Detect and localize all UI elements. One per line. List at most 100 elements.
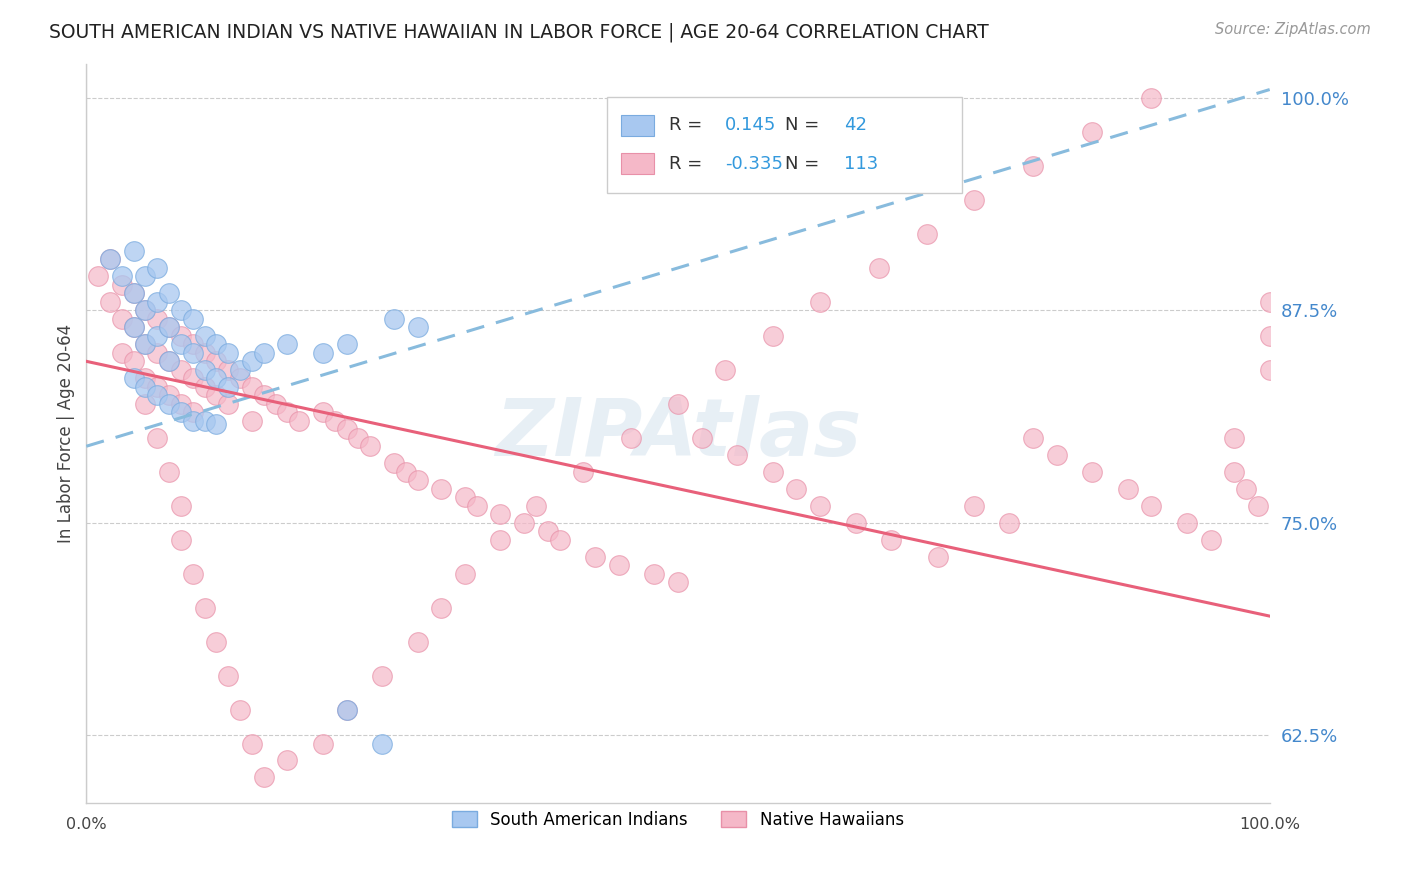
- Point: [170, 329, 193, 343]
- Point: [643, 566, 665, 581]
- Point: [998, 516, 1021, 530]
- Point: [205, 634, 228, 648]
- Point: [170, 405, 193, 419]
- Point: [229, 702, 252, 716]
- Point: [537, 524, 560, 538]
- Text: 42: 42: [844, 116, 866, 135]
- Text: -0.335: -0.335: [725, 155, 783, 173]
- Point: [1140, 499, 1163, 513]
- Point: [1258, 363, 1281, 377]
- Text: N =: N =: [785, 155, 824, 173]
- Point: [240, 414, 263, 428]
- Text: ZIPAtlas: ZIPAtlas: [495, 394, 860, 473]
- Point: [181, 405, 204, 419]
- Point: [336, 702, 359, 716]
- Point: [1223, 465, 1246, 479]
- Text: 113: 113: [844, 155, 877, 173]
- Point: [240, 380, 263, 394]
- Point: [607, 558, 630, 573]
- Point: [205, 417, 228, 432]
- Point: [146, 431, 169, 445]
- Bar: [621, 115, 654, 136]
- Point: [690, 431, 713, 445]
- Point: [323, 414, 346, 428]
- Point: [336, 337, 359, 351]
- Point: [205, 337, 228, 351]
- Point: [276, 337, 298, 351]
- Point: [194, 380, 217, 394]
- Point: [157, 465, 180, 479]
- Point: [146, 329, 169, 343]
- Point: [1258, 294, 1281, 309]
- Point: [583, 549, 606, 564]
- Point: [371, 737, 394, 751]
- Point: [714, 363, 737, 377]
- Point: [347, 431, 370, 445]
- Point: [253, 771, 276, 785]
- Point: [1081, 125, 1104, 139]
- Point: [122, 371, 145, 385]
- Point: [181, 371, 204, 385]
- FancyBboxPatch shape: [607, 97, 962, 194]
- Point: [122, 244, 145, 258]
- Point: [382, 311, 405, 326]
- Point: [406, 473, 429, 487]
- Point: [194, 363, 217, 377]
- Point: [927, 549, 949, 564]
- Point: [963, 193, 986, 207]
- Point: [1046, 448, 1069, 462]
- Point: [217, 397, 239, 411]
- Point: [240, 354, 263, 368]
- Point: [146, 346, 169, 360]
- Point: [122, 354, 145, 368]
- Point: [666, 575, 689, 590]
- Point: [808, 294, 831, 309]
- Point: [1175, 516, 1198, 530]
- Point: [134, 303, 156, 318]
- Point: [1022, 431, 1045, 445]
- Point: [146, 388, 169, 402]
- Y-axis label: In Labor Force | Age 20-64: In Labor Force | Age 20-64: [58, 324, 75, 543]
- Point: [762, 329, 785, 343]
- Point: [170, 499, 193, 513]
- Text: 0.145: 0.145: [725, 116, 776, 135]
- Point: [430, 482, 453, 496]
- Point: [406, 634, 429, 648]
- Point: [122, 320, 145, 334]
- Point: [371, 668, 394, 682]
- Text: SOUTH AMERICAN INDIAN VS NATIVE HAWAIIAN IN LABOR FORCE | AGE 20-64 CORRELATION : SOUTH AMERICAN INDIAN VS NATIVE HAWAIIAN…: [49, 22, 988, 42]
- Point: [1081, 465, 1104, 479]
- Point: [87, 269, 110, 284]
- Point: [524, 499, 547, 513]
- Point: [205, 371, 228, 385]
- Point: [454, 490, 477, 504]
- Point: [134, 380, 156, 394]
- Point: [808, 499, 831, 513]
- Point: [111, 277, 134, 292]
- Point: [134, 337, 156, 351]
- Point: [229, 371, 252, 385]
- Point: [157, 320, 180, 334]
- Point: [465, 499, 488, 513]
- Point: [181, 311, 204, 326]
- Point: [1022, 159, 1045, 173]
- Point: [336, 702, 359, 716]
- Point: [157, 397, 180, 411]
- Legend: South American Indians, Native Hawaiians: South American Indians, Native Hawaiians: [446, 804, 911, 835]
- Point: [489, 533, 512, 547]
- Point: [725, 448, 748, 462]
- Point: [240, 737, 263, 751]
- Point: [111, 311, 134, 326]
- Point: [336, 422, 359, 436]
- Point: [288, 414, 311, 428]
- Point: [122, 286, 145, 301]
- Point: [134, 269, 156, 284]
- Point: [1247, 499, 1270, 513]
- Point: [489, 507, 512, 521]
- Text: R =: R =: [668, 116, 707, 135]
- Point: [253, 388, 276, 402]
- Point: [762, 465, 785, 479]
- Bar: [621, 153, 654, 174]
- Point: [134, 337, 156, 351]
- Point: [217, 380, 239, 394]
